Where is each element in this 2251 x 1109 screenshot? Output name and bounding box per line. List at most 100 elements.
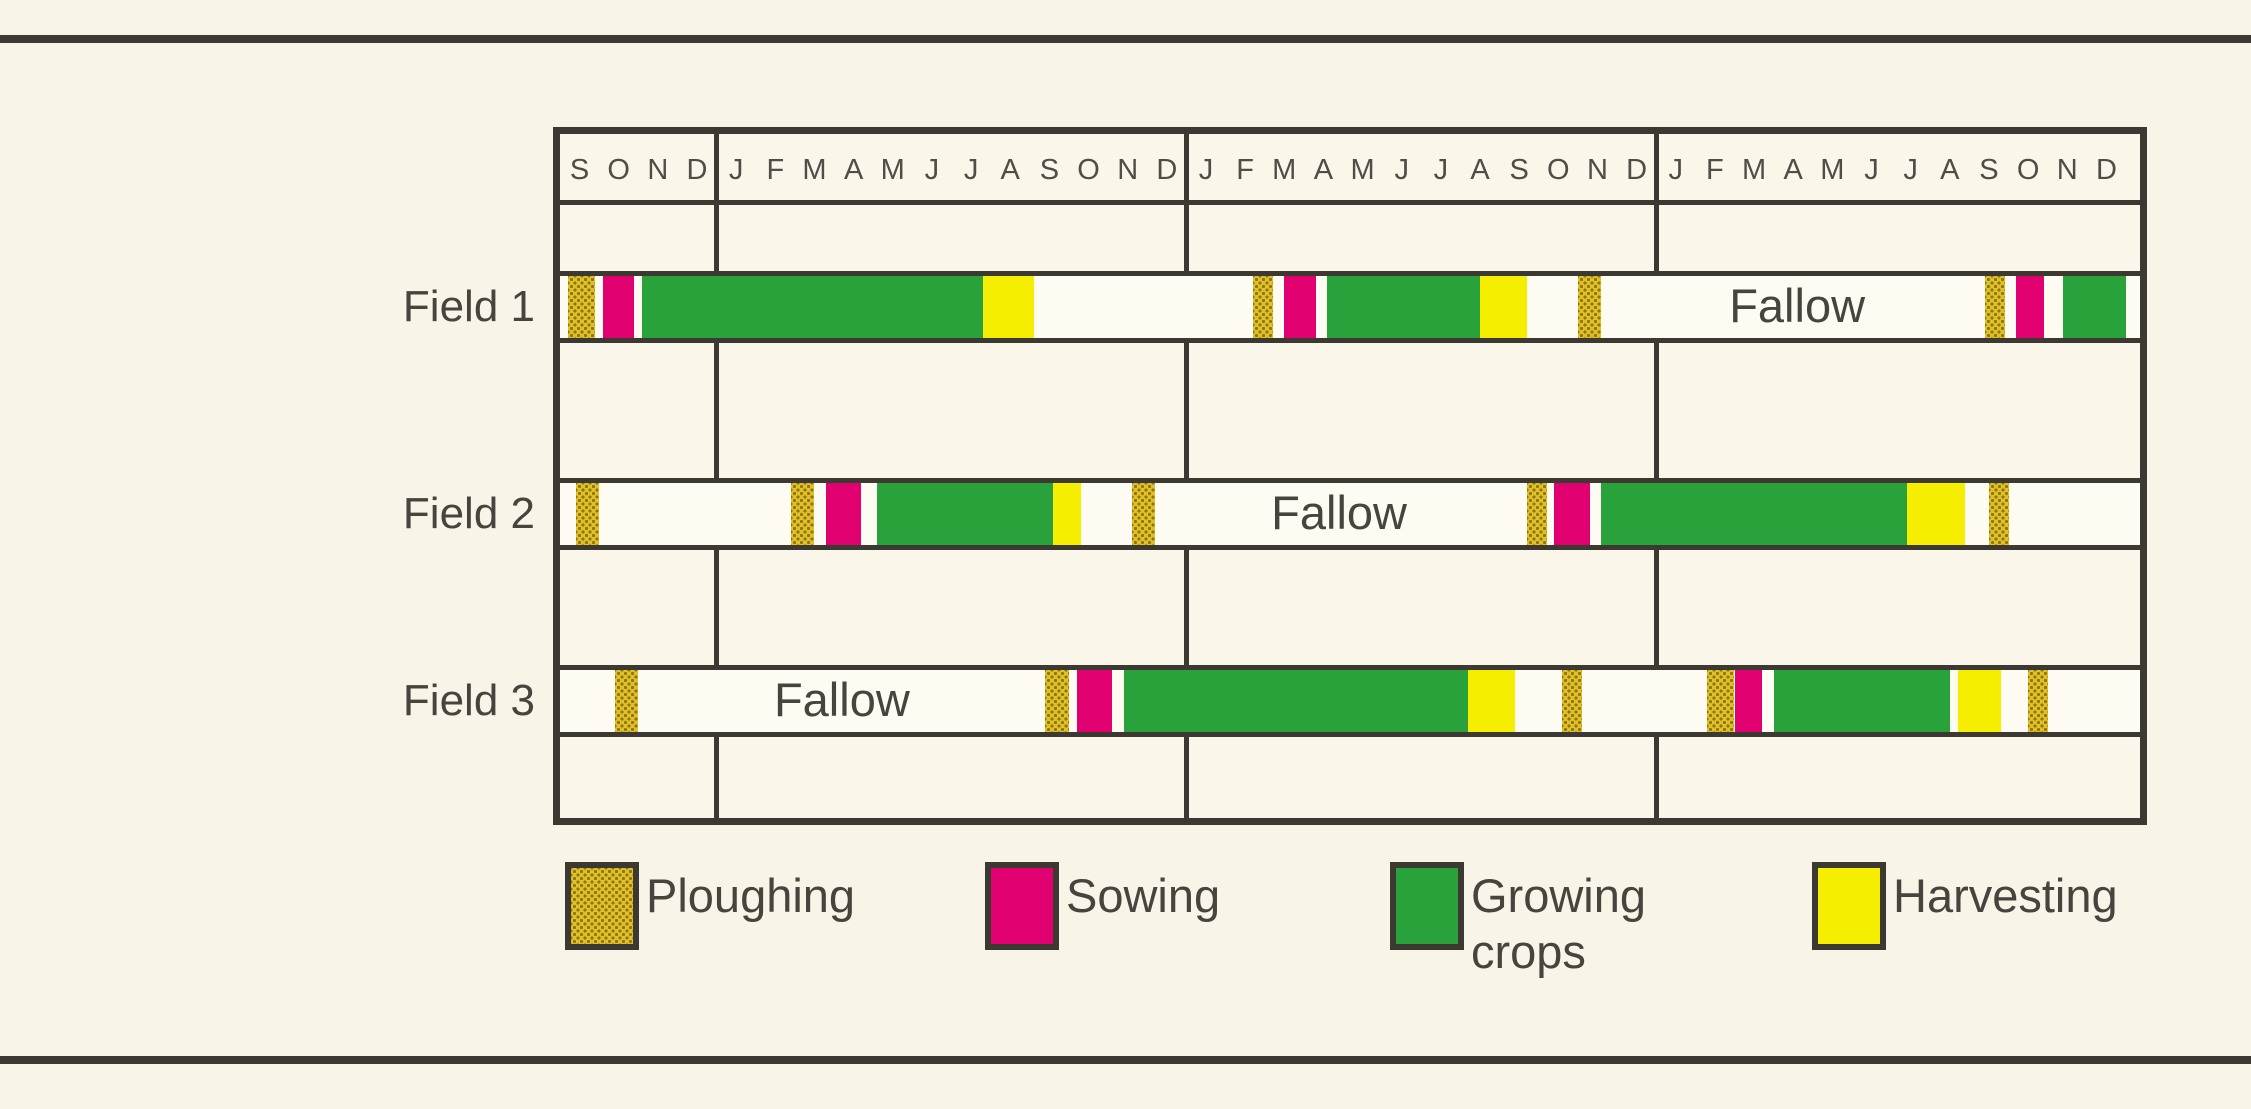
- month-label: M: [880, 154, 905, 186]
- month-label: O: [1547, 154, 1570, 186]
- year-divider-line: [714, 134, 720, 818]
- month-label: J: [963, 154, 979, 186]
- legend-item-ploughing: Ploughing: [565, 862, 941, 950]
- month-label: F: [766, 154, 785, 186]
- segment-harvesting: [1053, 483, 1081, 545]
- month-label: D: [686, 154, 708, 186]
- top-rule-line: [0, 35, 2251, 43]
- field-bar-row-2: Fallow: [560, 478, 2140, 550]
- segment-ploughing: [2028, 670, 2048, 732]
- segment-growing-crops: [2063, 276, 2126, 338]
- legend-item-sowing: Sowing: [985, 862, 1361, 950]
- segment-growing-crops: [1123, 670, 1469, 732]
- segment-ploughing: [1527, 483, 1547, 545]
- month-label: J: [1903, 154, 1918, 186]
- segment-ploughing: [1577, 276, 1602, 338]
- segment-ploughing: [790, 483, 815, 545]
- field-label: Field 1: [402, 282, 535, 331]
- segment-sowing: [1734, 670, 1762, 732]
- field-bar-row-3: Fallow: [560, 665, 2140, 737]
- fallow-label: Fallow: [1271, 486, 1407, 539]
- segment-ploughing: [567, 276, 596, 338]
- segment-ploughing: [1131, 483, 1156, 545]
- segment-sowing: [603, 276, 635, 338]
- month-label: J: [728, 154, 744, 186]
- month-label: J: [924, 154, 940, 186]
- month-label: M: [1741, 154, 1767, 186]
- month-label: O: [2016, 154, 2040, 186]
- segment-growing-crops: [1601, 483, 1907, 545]
- month-label: F: [1706, 154, 1724, 186]
- legend-item-growing-crops: Growing crops: [1390, 862, 1766, 980]
- field-label: Field 3: [402, 676, 535, 725]
- month-label: S: [1039, 154, 1060, 186]
- segment-harvesting: [1906, 483, 1966, 545]
- legend-label: Growing crops: [1471, 869, 1647, 978]
- month-label: S: [1979, 154, 1999, 186]
- month-label: M: [1350, 154, 1375, 186]
- segment-ploughing: [575, 483, 600, 545]
- legend-swatch-sowing: [985, 862, 1059, 950]
- segment-ploughing: [1988, 483, 2009, 545]
- segment-sowing: [826, 483, 862, 545]
- segment-growing-crops: [1773, 670, 1950, 732]
- month-label: A: [1000, 154, 1020, 186]
- fallow-label: Fallow: [773, 673, 910, 726]
- segment-harvesting: [982, 276, 1034, 338]
- field-label: Field 2: [402, 489, 535, 538]
- month-label: M: [1820, 154, 1845, 186]
- segment-sowing: [1554, 483, 1590, 545]
- month-label: D: [2095, 154, 2117, 186]
- month-label: M: [1272, 154, 1297, 186]
- bottom-rule-line: [0, 1056, 2251, 1064]
- segment-harvesting: [1468, 670, 1516, 732]
- month-header-divider: [560, 200, 2140, 205]
- segment-ploughing: [1985, 276, 2005, 338]
- legend-swatch-ploughing: [565, 862, 639, 950]
- segment-ploughing: [1707, 670, 1735, 732]
- month-label: N: [647, 154, 669, 186]
- legend-item-harvesting: Harvesting: [1812, 862, 2188, 950]
- month-label: O: [607, 154, 630, 186]
- segment-ploughing: [1562, 670, 1582, 732]
- fallow-label: Fallow: [1729, 279, 1866, 332]
- month-label: J: [1668, 154, 1684, 186]
- month-label: A: [843, 154, 864, 186]
- month-label: A: [1313, 154, 1334, 186]
- segment-growing-crops: [642, 276, 983, 338]
- month-label: D: [1156, 154, 1178, 186]
- month-label: F: [1236, 154, 1254, 186]
- segment-growing-crops: [877, 483, 1054, 545]
- segment-ploughing: [1252, 276, 1273, 338]
- segment-sowing: [1284, 276, 1316, 338]
- segment-harvesting: [1480, 276, 1527, 338]
- month-label: N: [1117, 154, 1139, 186]
- field-bar-row-1: Fallow: [560, 271, 2140, 343]
- legend-label: Ploughing: [646, 869, 856, 922]
- segment-growing-crops: [1327, 276, 1480, 338]
- month-label: O: [1077, 154, 1100, 186]
- year-divider-line: [1653, 134, 1659, 818]
- segment-ploughing: [614, 670, 639, 732]
- month-label: A: [1940, 154, 1960, 186]
- month-label: J: [1394, 154, 1409, 186]
- month-label: A: [1470, 154, 1490, 186]
- month-label: N: [2056, 154, 2078, 186]
- segment-sowing: [1076, 670, 1112, 732]
- legend-swatch-harvesting: [1812, 862, 1886, 950]
- year-divider-line: [1183, 134, 1189, 818]
- month-label: S: [569, 154, 590, 186]
- legend-label: Sowing: [1066, 869, 1221, 922]
- month-label: M: [802, 154, 827, 186]
- month-label: S: [1509, 154, 1529, 186]
- month-label: D: [1626, 154, 1648, 186]
- segment-ploughing: [1045, 670, 1069, 732]
- month-label: J: [1198, 154, 1214, 186]
- segment-sowing: [2016, 276, 2044, 338]
- segment-harvesting: [1957, 670, 2001, 732]
- month-label: A: [1783, 154, 1803, 186]
- month-label: N: [1586, 154, 1608, 186]
- legend-label: Harvesting: [1893, 869, 2118, 922]
